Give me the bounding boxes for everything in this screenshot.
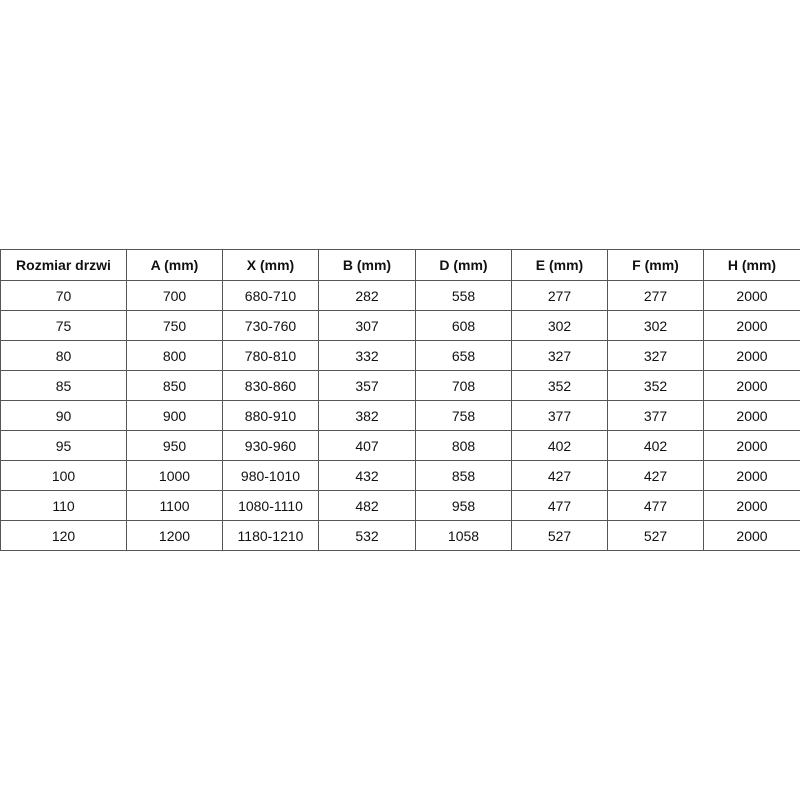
table-cell: 2000	[703, 280, 800, 311]
table-cell: 377	[607, 400, 704, 431]
table-cell: 307	[318, 310, 416, 341]
table-cell: 900	[126, 400, 223, 431]
table-cell: 327	[607, 340, 704, 371]
table-row: 80 800 780-810 332 658 327 327 2000	[0, 340, 800, 371]
table-cell: 2000	[703, 400, 800, 431]
column-header: X (mm)	[222, 249, 319, 281]
table-cell: 930-960	[222, 430, 319, 461]
table-cell: 75	[0, 310, 127, 341]
table-cell: 808	[415, 430, 512, 461]
table-row: 75 750 730-760 307 608 302 302 2000	[0, 310, 800, 341]
table-cell: 800	[126, 340, 223, 371]
table-cell: 70	[0, 280, 127, 311]
table-cell: 1100	[126, 490, 223, 521]
table-cell: 850	[126, 370, 223, 401]
table-cell: 382	[318, 400, 416, 431]
table-cell: 532	[318, 520, 416, 551]
table-cell: 477	[607, 490, 704, 521]
table-cell: 110	[0, 490, 127, 521]
column-header: Rozmiar drzwi	[0, 249, 127, 281]
table-cell: 277	[607, 280, 704, 311]
table-cell: 90	[0, 400, 127, 431]
table-row: 90 900 880-910 382 758 377 377 2000	[0, 400, 800, 431]
table-cell: 2000	[703, 370, 800, 401]
table-cell: 302	[511, 310, 608, 341]
table-header-row: Rozmiar drzwi A (mm) X (mm) B (mm) D (mm) E (…	[0, 249, 800, 281]
table-cell: 352	[607, 370, 704, 401]
table-cell: 700	[126, 280, 223, 311]
table-cell: 1180-1210	[222, 520, 319, 551]
table-cell: 2000	[703, 520, 800, 551]
column-header: E (mm)	[511, 249, 608, 281]
table-cell: 407	[318, 430, 416, 461]
table-cell: 120	[0, 520, 127, 551]
table-cell: 680-710	[222, 280, 319, 311]
table-cell: 427	[607, 460, 704, 491]
table-cell: 2000	[703, 490, 800, 521]
dimensions-table: Rozmiar drzwi A (mm) X (mm) B (mm) D (mm) E (…	[0, 249, 800, 551]
table-cell: 2000	[703, 460, 800, 491]
table-cell: 980-1010	[222, 460, 319, 491]
table-cell: 527	[511, 520, 608, 551]
table-cell: 95	[0, 430, 127, 461]
table-cell: 332	[318, 340, 416, 371]
table-cell: 2000	[703, 310, 800, 341]
table-cell: 1200	[126, 520, 223, 551]
table-cell: 402	[511, 430, 608, 461]
column-header: A (mm)	[126, 249, 223, 281]
table-cell: 608	[415, 310, 512, 341]
table-cell: 282	[318, 280, 416, 311]
table-cell: 780-810	[222, 340, 319, 371]
table-row: 70 700 680-710 282 558 277 277 2000	[0, 280, 800, 311]
table-cell: 427	[511, 460, 608, 491]
table-cell: 277	[511, 280, 608, 311]
table-cell: 402	[607, 430, 704, 461]
table-row: 120 1200 1180-1210 532 1058 527 527 2000	[0, 520, 800, 551]
table-cell: 80	[0, 340, 127, 371]
table-cell: 2000	[703, 340, 800, 371]
table-row: 85 850 830-860 357 708 352 352 2000	[0, 370, 800, 401]
column-header: D (mm)	[415, 249, 512, 281]
table-cell: 100	[0, 460, 127, 491]
table-cell: 327	[511, 340, 608, 371]
table-cell: 1058	[415, 520, 512, 551]
column-header: F (mm)	[607, 249, 704, 281]
column-header: H (mm)	[703, 249, 800, 281]
table-cell: 2000	[703, 430, 800, 461]
table-cell: 658	[415, 340, 512, 371]
table-cell: 432	[318, 460, 416, 491]
table-cell: 708	[415, 370, 512, 401]
table-cell: 482	[318, 490, 416, 521]
table-cell: 880-910	[222, 400, 319, 431]
table-body: 70 700 680-710 282 558 277 277 2000 75 750 730-760…	[0, 280, 800, 551]
table-cell: 750	[126, 310, 223, 341]
table-cell: 1080-1110	[222, 490, 319, 521]
table-cell: 477	[511, 490, 608, 521]
table-cell: 730-760	[222, 310, 319, 341]
table-cell: 858	[415, 460, 512, 491]
table-cell: 377	[511, 400, 608, 431]
table-row: 100 1000 980-1010 432 858 427 427 2000	[0, 460, 800, 491]
table-row: 110 1100 1080-1110 482 958 477 477 2000	[0, 490, 800, 521]
table-cell: 558	[415, 280, 512, 311]
table-cell: 950	[126, 430, 223, 461]
table-row: 95 950 930-960 407 808 402 402 2000	[0, 430, 800, 461]
table-cell: 85	[0, 370, 127, 401]
table-cell: 758	[415, 400, 512, 431]
table-cell: 352	[511, 370, 608, 401]
column-header: B (mm)	[318, 249, 416, 281]
table-cell: 302	[607, 310, 704, 341]
table-cell: 1000	[126, 460, 223, 491]
table-cell: 830-860	[222, 370, 319, 401]
table-cell: 527	[607, 520, 704, 551]
table-cell: 958	[415, 490, 512, 521]
table-cell: 357	[318, 370, 416, 401]
